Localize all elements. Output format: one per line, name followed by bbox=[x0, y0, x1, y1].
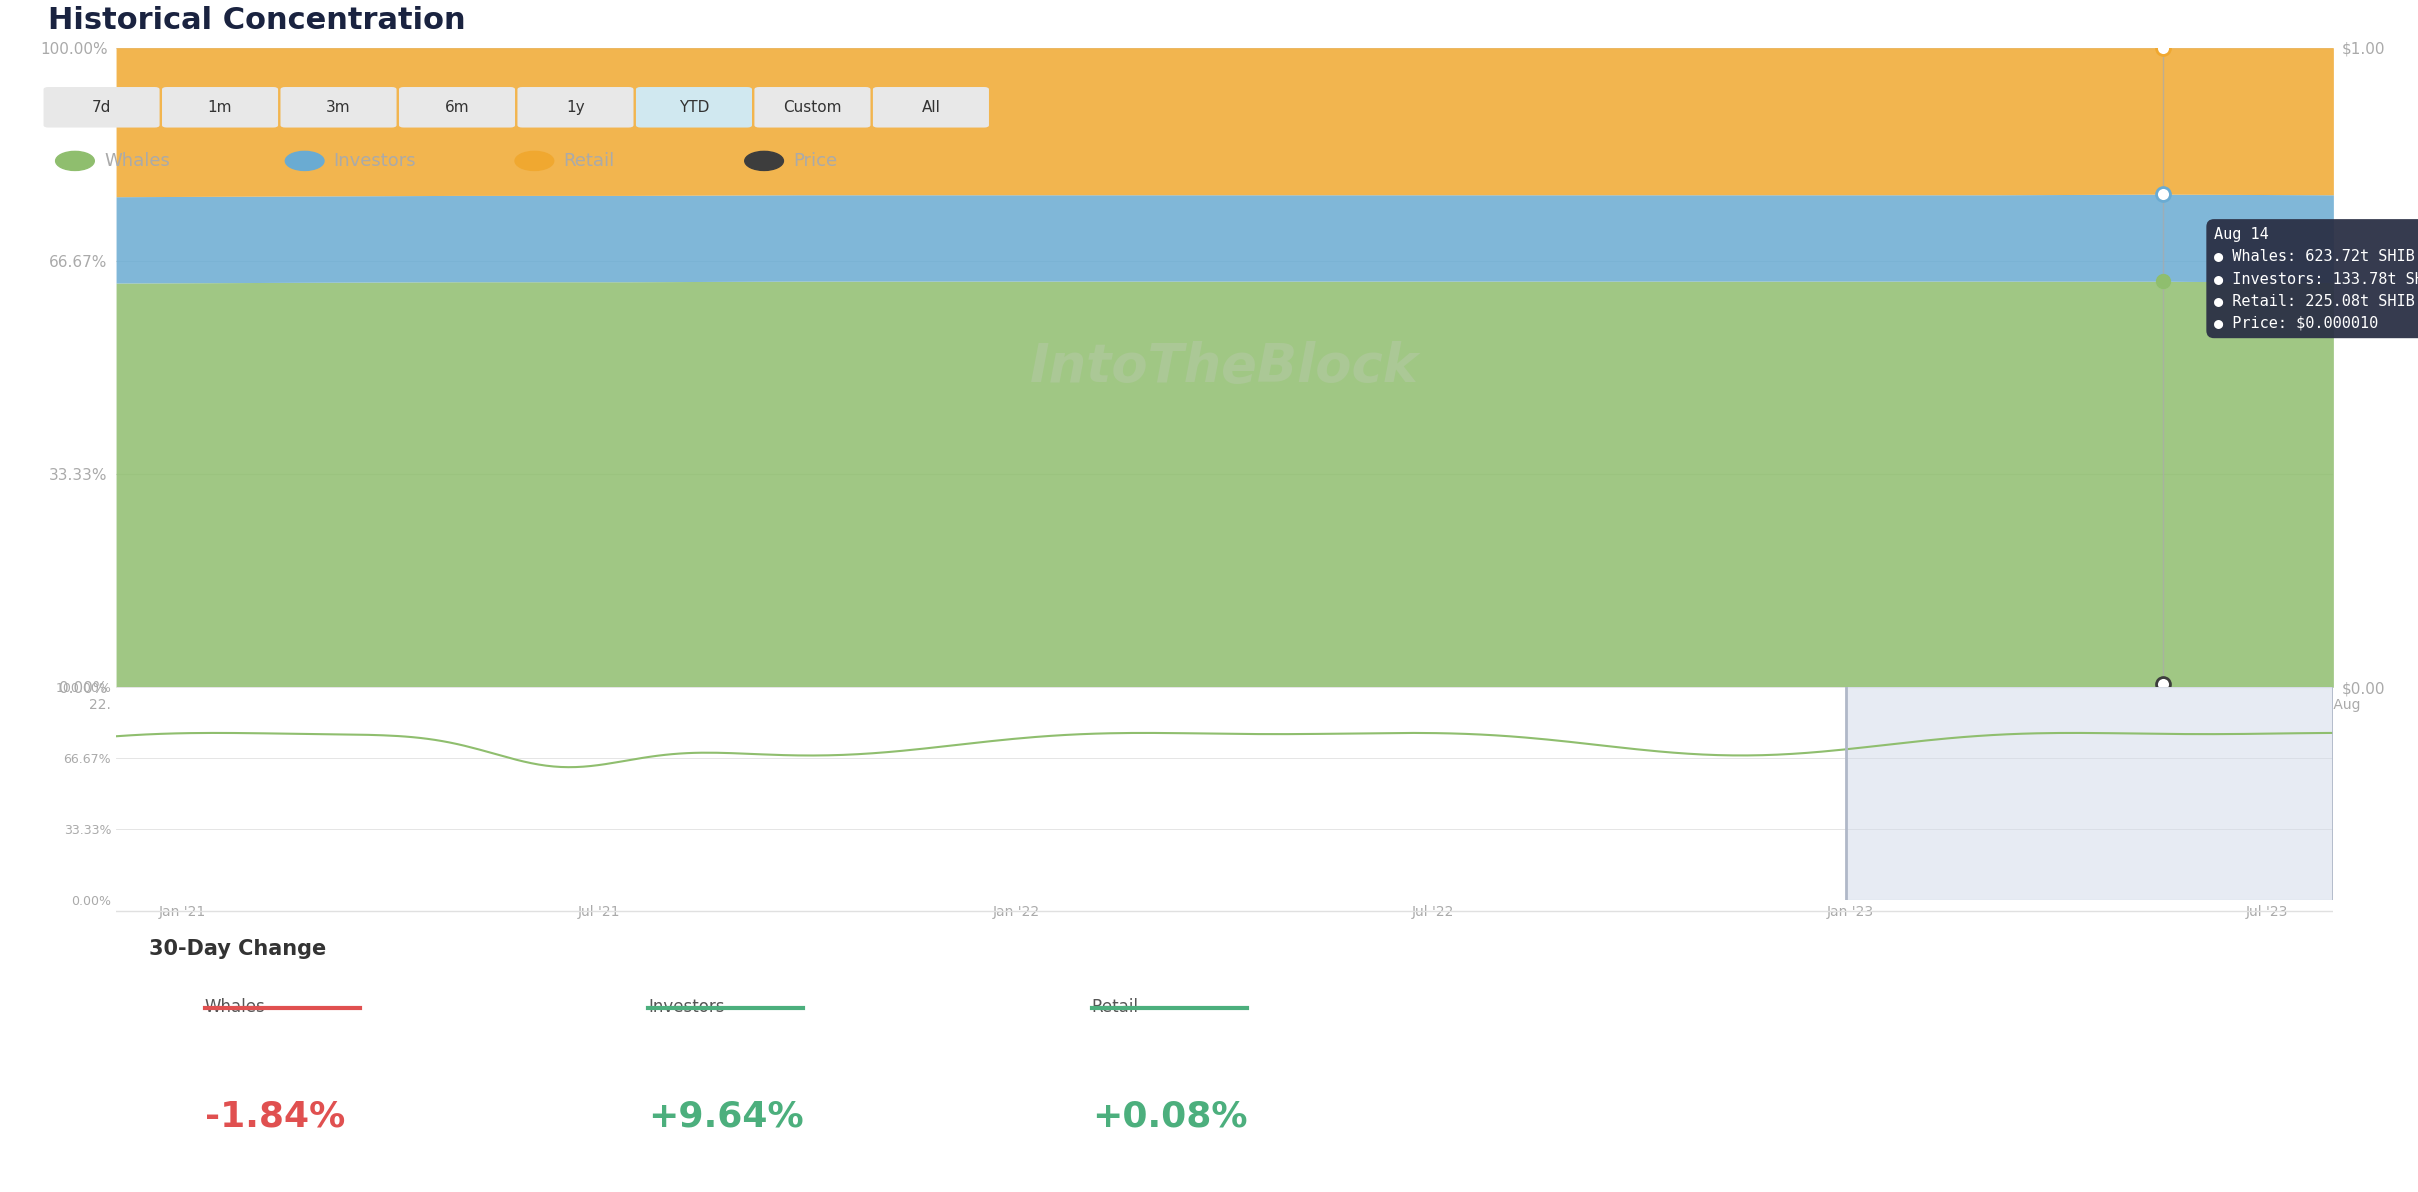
Text: Custom: Custom bbox=[783, 100, 841, 114]
Text: Historical Concentration: Historical Concentration bbox=[48, 6, 467, 35]
Text: +9.64%: +9.64% bbox=[648, 1100, 803, 1134]
Text: 30-Day Change: 30-Day Change bbox=[150, 939, 326, 958]
Text: 7d: 7d bbox=[92, 100, 111, 114]
Text: IntoTheBlock: IntoTheBlock bbox=[1030, 341, 1419, 393]
Text: +0.08%: +0.08% bbox=[1091, 1100, 1248, 1134]
Bar bbox=[1845, 688, 2333, 900]
Text: Aug 14
● Whales: 623.72t SHIB (63.48%)
● Investors: 133.78t SHIB (13.62%)
● Reta: Aug 14 ● Whales: 623.72t SHIB (63.48%) ●… bbox=[2215, 226, 2418, 330]
Text: Retail: Retail bbox=[563, 151, 614, 170]
Text: Price: Price bbox=[793, 151, 837, 170]
Text: 3m: 3m bbox=[326, 100, 351, 114]
Text: -1.84%: -1.84% bbox=[206, 1100, 346, 1134]
Text: Investors: Investors bbox=[334, 151, 416, 170]
Text: All: All bbox=[921, 100, 941, 114]
Text: Investors: Investors bbox=[648, 998, 725, 1016]
Text: 1y: 1y bbox=[566, 100, 585, 114]
Text: 6m: 6m bbox=[445, 100, 469, 114]
Text: YTD: YTD bbox=[679, 100, 708, 114]
Text: 1m: 1m bbox=[208, 100, 232, 114]
Text: Whales: Whales bbox=[104, 151, 169, 170]
Text: Retail: Retail bbox=[1091, 998, 1139, 1016]
Text: Whales: Whales bbox=[206, 998, 266, 1016]
